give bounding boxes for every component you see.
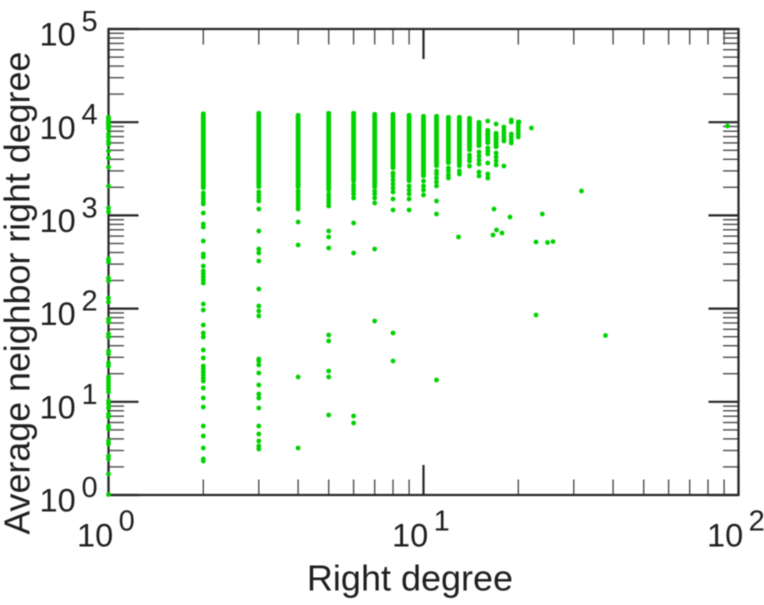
svg-text:10: 10 bbox=[40, 17, 76, 53]
svg-text:3: 3 bbox=[82, 192, 98, 224]
svg-text:10: 10 bbox=[40, 203, 76, 239]
svg-text:0: 0 bbox=[82, 472, 98, 504]
svg-text:Average neighbor right degree: Average neighbor right degree bbox=[0, 52, 38, 535]
svg-text:10: 10 bbox=[40, 389, 76, 425]
svg-text:10: 10 bbox=[77, 518, 113, 554]
svg-text:0: 0 bbox=[119, 505, 135, 537]
svg-text:10: 10 bbox=[40, 296, 76, 332]
svg-text:10: 10 bbox=[40, 110, 76, 146]
svg-text:2: 2 bbox=[749, 505, 764, 537]
svg-text:10: 10 bbox=[40, 483, 76, 519]
svg-text:1: 1 bbox=[434, 505, 450, 537]
svg-text:10: 10 bbox=[392, 518, 428, 554]
svg-text:Right degree: Right degree bbox=[307, 558, 513, 599]
svg-text:10: 10 bbox=[707, 518, 743, 554]
svg-text:1: 1 bbox=[82, 379, 98, 411]
svg-text:2: 2 bbox=[82, 286, 98, 318]
svg-text:5: 5 bbox=[82, 6, 98, 38]
svg-text:4: 4 bbox=[82, 99, 98, 131]
